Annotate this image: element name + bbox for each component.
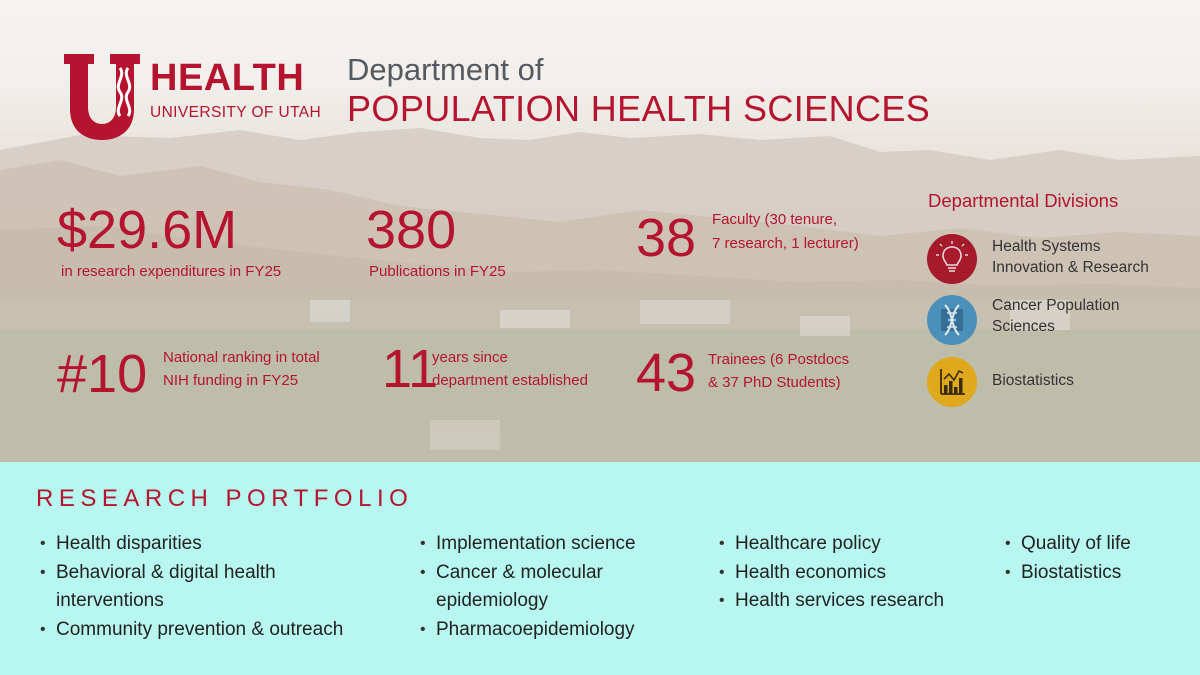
stat-publications-caption: Publications in FY25 (369, 263, 506, 280)
list-item: Behavioral & digital health (38, 559, 343, 588)
list-item: Healthcare policy (717, 530, 944, 559)
logo-subtitle: UNIVERSITY OF UTAH (150, 104, 322, 121)
stat-trainees-value: 43 (636, 343, 697, 403)
stat-nih-ranking-caption-line2: NIH funding in FY25 (163, 372, 299, 389)
list-item: Biostatistics (1003, 559, 1131, 588)
list-item: Community prevention & outreach (38, 616, 343, 645)
stat-research-expenditures-caption: in research expenditures in FY25 (61, 263, 282, 280)
mountain-city-background (0, 128, 1200, 462)
portfolio-column-2: Implementation science Cancer & molecula… (418, 530, 636, 644)
department-title-line1: Department of (347, 52, 544, 87)
division-cancer-population-line2: Sciences (992, 318, 1055, 335)
list-item: Implementation science (418, 530, 636, 559)
division-health-systems-line1: Health Systems (992, 238, 1101, 255)
list-item: Pharmacoepidemiology (418, 616, 636, 645)
hero-banner (0, 0, 1200, 462)
portfolio-column-4: Quality of life Biostatistics (1003, 530, 1131, 587)
list-item: Cancer & molecular (418, 559, 636, 588)
divisions-heading: Departmental Divisions (928, 190, 1119, 211)
molecule-icon (927, 295, 977, 345)
department-title-line2: POPULATION HEALTH SCIENCES (347, 88, 931, 129)
list-item: Health disparities (38, 530, 343, 559)
stat-years-established-caption-line2: department established (432, 372, 588, 389)
university-of-utah-logo (64, 54, 140, 140)
logo-brand-text: HEALTH (150, 57, 305, 99)
light-overlay (0, 0, 1200, 462)
stat-faculty-value: 38 (636, 208, 697, 268)
division-cancer-population-line1: Cancer Population (992, 297, 1120, 314)
stat-trainees-caption-line2: & 37 PhD Students) (708, 374, 841, 391)
chart-icon (927, 357, 977, 407)
portfolio-column-3: Healthcare policy Health economics Healt… (717, 530, 944, 616)
research-portfolio-title: RESEARCH PORTFOLIO (36, 485, 414, 512)
list-item: Quality of life (1003, 530, 1131, 559)
list-item-continuation: epidemiology (436, 590, 548, 611)
stat-faculty-caption-line1: Faculty (30 tenure, (712, 211, 838, 228)
stat-research-expenditures-value: $29.6M (57, 200, 238, 260)
list-item: Health economics (717, 559, 944, 588)
stat-years-established-value: 11 (382, 339, 439, 399)
list-item: Health services research (717, 587, 944, 616)
stat-nih-ranking-value: #10 (57, 344, 148, 404)
stat-trainees-caption-line1: Trainees (6 Postdocs (708, 351, 850, 368)
stat-publications-value: 380 (366, 200, 457, 260)
division-biostatistics-label: Biostatistics (992, 372, 1074, 389)
stat-years-established-caption-line1: years since (432, 349, 508, 366)
lightbulb-icon (927, 234, 977, 284)
division-health-systems-line2: Innovation & Research (992, 259, 1149, 276)
portfolio-column-1: Health disparities Behavioral & digital … (38, 530, 343, 644)
stat-nih-ranking-caption-line1: National ranking in total (163, 349, 320, 366)
stat-faculty-caption-line2: 7 research, 1 lecturer) (712, 235, 859, 252)
list-item-continuation: interventions (56, 590, 164, 611)
